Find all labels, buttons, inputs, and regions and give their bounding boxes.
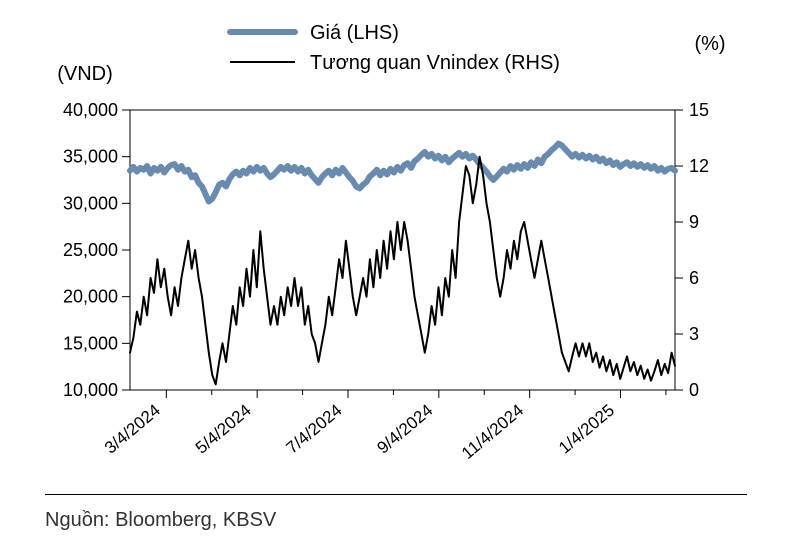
svg-text:10,000: 10,000 bbox=[63, 380, 118, 400]
svg-text:20,000: 20,000 bbox=[63, 287, 118, 307]
source-separator bbox=[45, 494, 747, 495]
chart-container: 10,000 15,000 20,000 25,000 30,000 35,000 40,0… bbox=[0, 0, 792, 550]
svg-text:30,000: 30,000 bbox=[63, 193, 118, 213]
svg-text:3/4/2024: 3/4/2024 bbox=[101, 401, 164, 458]
svg-text:35,000: 35,000 bbox=[63, 147, 118, 167]
svg-text:15,000: 15,000 bbox=[63, 333, 118, 353]
svg-text:1/4/2025: 1/4/2025 bbox=[555, 401, 618, 458]
dual-axis-chart: 10,000 15,000 20,000 25,000 30,000 35,000 40,0… bbox=[0, 0, 792, 550]
svg-text:40,000: 40,000 bbox=[63, 100, 118, 120]
svg-text:12: 12 bbox=[689, 156, 709, 176]
svg-text:11/4/2024: 11/4/2024 bbox=[458, 401, 527, 463]
svg-text:0: 0 bbox=[689, 380, 699, 400]
source-citation: Nguồn: Bloomberg, KBSV bbox=[45, 509, 276, 532]
svg-text:15: 15 bbox=[689, 100, 709, 120]
svg-text:Giá (LHS): Giá (LHS) bbox=[310, 22, 399, 44]
svg-text:7/4/2024: 7/4/2024 bbox=[283, 401, 346, 458]
svg-text:5/4/2024: 5/4/2024 bbox=[192, 401, 255, 458]
svg-text:3: 3 bbox=[689, 324, 699, 344]
svg-text:(VND): (VND) bbox=[57, 63, 113, 85]
svg-text:(%): (%) bbox=[694, 33, 725, 55]
source-prefix: Nguồn: bbox=[45, 509, 110, 531]
svg-text:9/4/2024: 9/4/2024 bbox=[373, 401, 436, 458]
svg-text:6: 6 bbox=[689, 268, 699, 288]
svg-text:25,000: 25,000 bbox=[63, 240, 118, 260]
svg-text:9: 9 bbox=[689, 212, 699, 232]
svg-text:Tương quan Vnindex (RHS): Tương quan Vnindex (RHS) bbox=[310, 52, 560, 74]
source-text: Bloomberg, KBSV bbox=[115, 509, 276, 531]
